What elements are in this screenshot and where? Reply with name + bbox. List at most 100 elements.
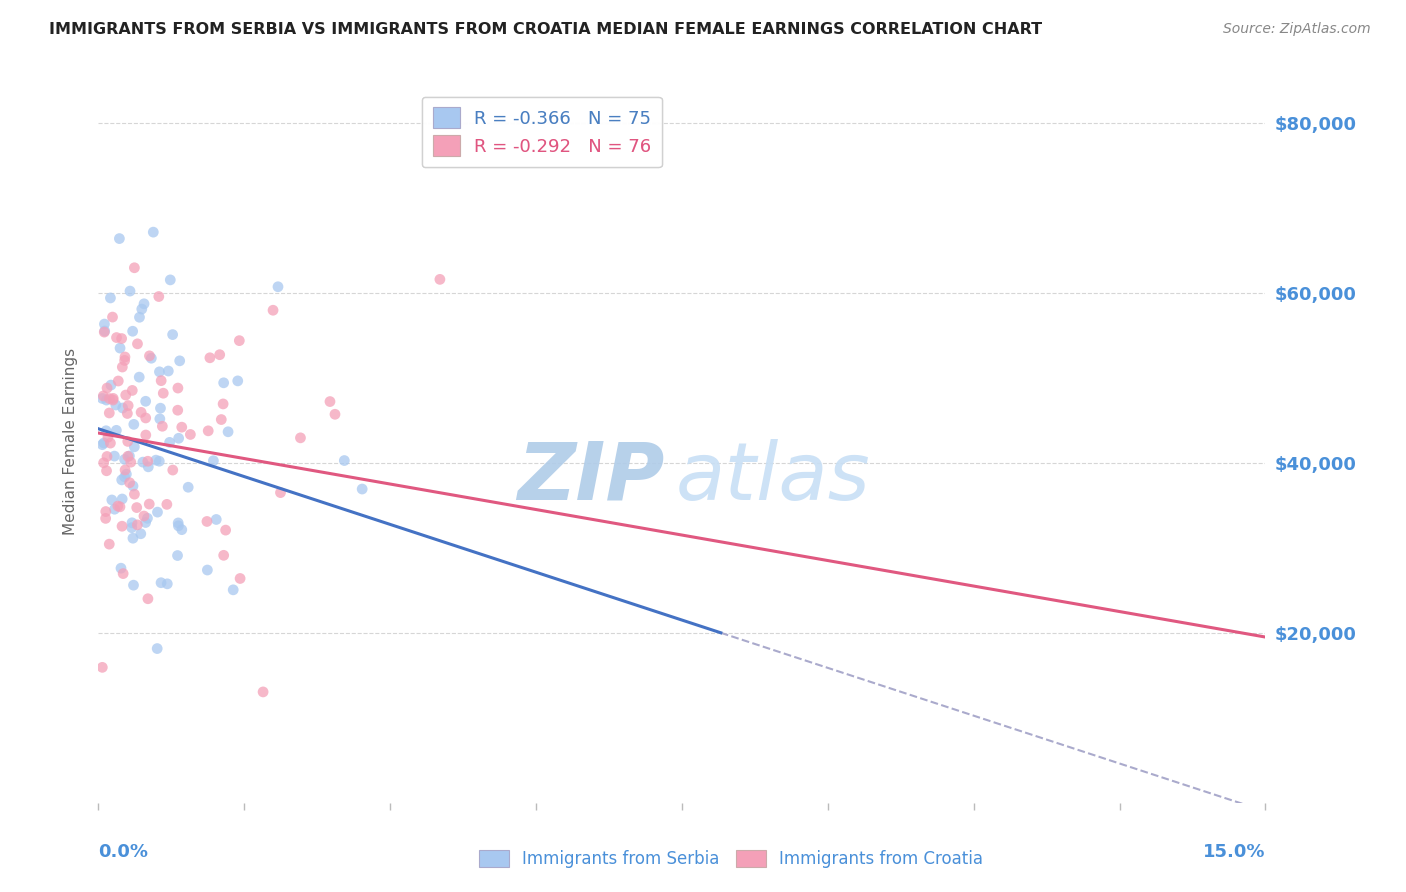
Point [93,436,115,450]
Point [167,516,190,530]
Point [209,412,232,426]
Point [121,384,143,398]
Point [94,424,117,438]
Point [170,523,193,537]
Legend: R = -0.366   N = 75, R = -0.292   N = 76: R = -0.366 N = 75, R = -0.292 N = 76 [422,96,662,167]
Point [290,431,312,445]
Point [107,499,129,513]
Point [217,425,239,439]
Point [136,459,159,474]
Point [131,301,153,316]
Point [156,497,179,511]
Point [128,310,150,325]
Point [352,482,374,496]
Point [177,480,200,494]
Point [267,279,290,293]
Point [162,463,184,477]
Point [114,353,136,368]
Point [118,449,141,463]
Point [146,505,169,519]
Point [269,485,291,500]
Point [212,397,235,411]
Point [142,225,165,239]
Text: 15.0%: 15.0% [1204,843,1265,861]
Point [104,398,127,412]
Point [121,516,143,530]
Point [111,359,134,374]
Point [96,381,118,395]
Point [198,351,221,365]
Point [162,327,184,342]
Point [146,641,169,656]
Point [117,399,139,413]
Point [229,572,252,586]
Point [91,389,114,403]
Point [208,348,231,362]
Point [127,517,149,532]
Point [121,324,143,338]
Point [214,523,236,537]
Point [222,582,245,597]
Text: atlas: atlas [676,439,870,516]
Point [205,512,228,526]
Point [118,475,141,490]
Point [132,297,155,311]
Point [212,549,235,563]
Point [167,431,190,445]
Point [323,407,346,421]
Point [122,417,145,432]
Point [135,428,157,442]
Point [96,450,118,464]
Point [101,392,124,407]
Point [135,516,157,530]
Point [157,364,180,378]
Text: ZIP: ZIP [517,439,665,516]
Point [167,519,190,533]
Point [197,424,219,438]
Point [105,330,128,344]
Point [132,455,155,469]
Point [114,350,136,364]
Point [100,436,122,450]
Point [96,464,118,478]
Point [115,467,138,482]
Point [122,578,145,592]
Point [100,291,122,305]
Point [212,376,235,390]
Point [148,289,170,303]
Point [98,406,121,420]
Point [202,454,225,468]
Point [100,378,122,392]
Point [124,487,146,501]
Point [156,577,179,591]
Point [429,272,451,286]
Point [170,420,193,434]
Point [132,508,155,523]
Y-axis label: Median Female Earnings: Median Female Earnings [63,348,79,535]
Point [103,392,125,406]
Point [136,591,159,606]
Point [108,231,131,245]
Point [117,407,139,421]
Point [136,511,159,525]
Point [159,273,181,287]
Point [114,452,136,467]
Point [138,349,160,363]
Point [159,435,181,450]
Point [333,453,356,467]
Point [148,365,170,379]
Point [152,386,174,401]
Point [107,374,129,388]
Point [103,449,125,463]
Point [228,334,250,348]
Point [112,566,135,581]
Point [94,511,117,525]
Point [150,374,173,388]
Point [121,521,143,535]
Point [141,351,163,366]
Point [111,491,134,506]
Point [117,434,139,449]
Point [128,370,150,384]
Point [91,660,114,674]
Point [117,450,139,464]
